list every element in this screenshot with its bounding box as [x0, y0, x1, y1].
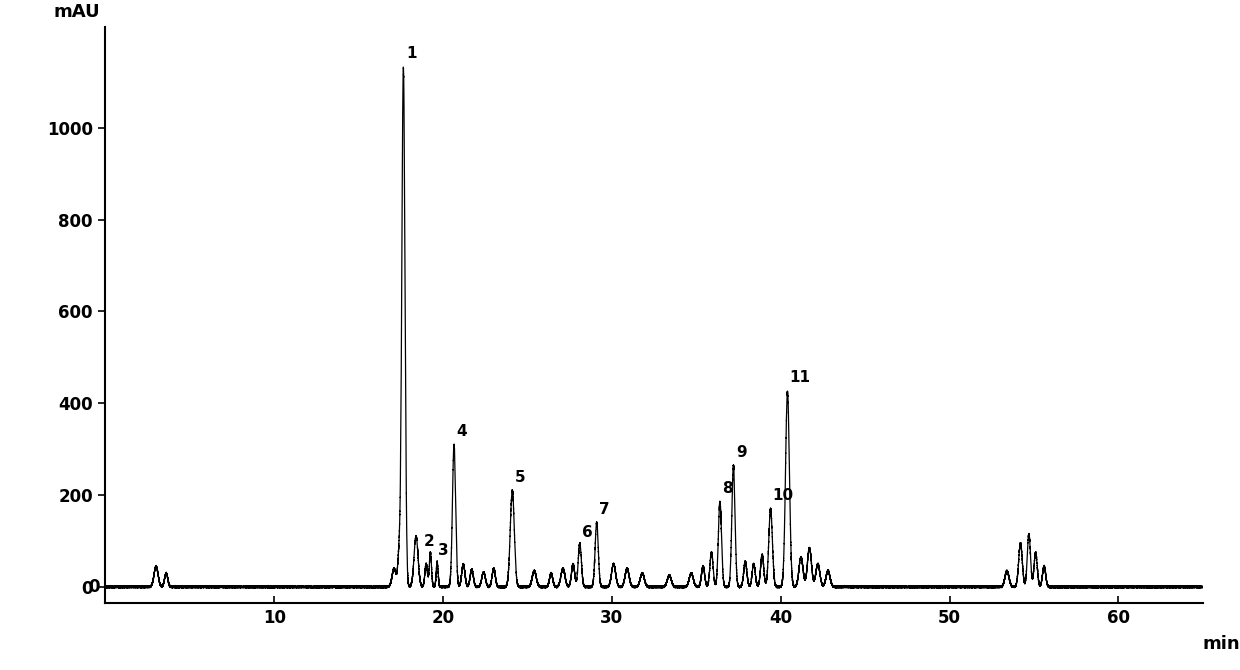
Text: 5: 5 — [515, 470, 526, 485]
Text: mAU: mAU — [53, 3, 100, 21]
Text: 10: 10 — [773, 488, 794, 503]
Text: 2: 2 — [424, 534, 434, 549]
Text: 11: 11 — [789, 370, 810, 385]
Text: 7: 7 — [599, 502, 610, 517]
Text: 3: 3 — [438, 543, 449, 558]
Text: min: min — [1203, 634, 1240, 653]
Text: 6: 6 — [582, 525, 593, 539]
Text: 4: 4 — [456, 424, 467, 439]
Text: 1: 1 — [405, 46, 417, 61]
Text: 9: 9 — [737, 445, 746, 460]
Text: 0: 0 — [88, 578, 100, 596]
Text: 8: 8 — [722, 482, 733, 496]
